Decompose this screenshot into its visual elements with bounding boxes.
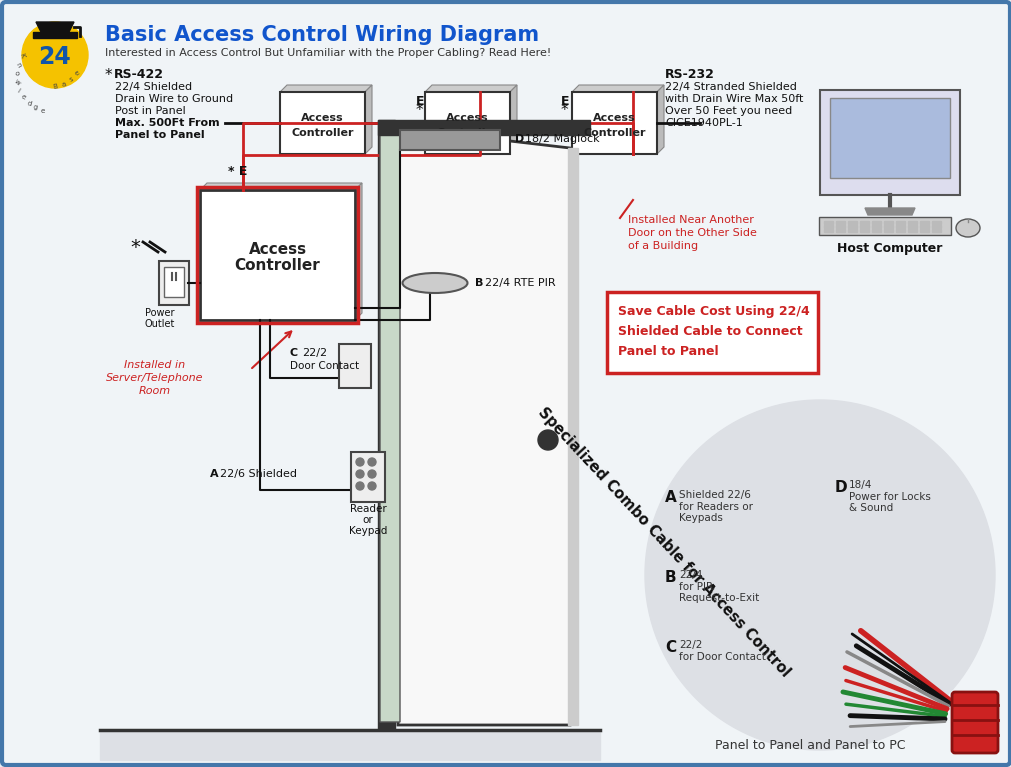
Polygon shape xyxy=(365,85,372,154)
Text: l: l xyxy=(16,88,21,94)
Text: Specialized Combo Cable for Access Control: Specialized Combo Cable for Access Contr… xyxy=(535,405,793,680)
Polygon shape xyxy=(871,229,881,232)
Text: Shielded 22/6
for Readers or
Keypads: Shielded 22/6 for Readers or Keypads xyxy=(678,490,752,523)
Polygon shape xyxy=(859,225,868,228)
FancyBboxPatch shape xyxy=(339,344,371,388)
FancyBboxPatch shape xyxy=(818,217,950,235)
Text: 18/4
Power for Locks
& Sound: 18/4 Power for Locks & Sound xyxy=(848,480,930,513)
FancyBboxPatch shape xyxy=(607,292,817,373)
Text: C: C xyxy=(290,348,298,358)
Polygon shape xyxy=(425,85,517,92)
Polygon shape xyxy=(859,229,868,232)
Polygon shape xyxy=(859,221,868,223)
Text: *: * xyxy=(105,68,117,83)
Text: A: A xyxy=(210,469,218,479)
FancyBboxPatch shape xyxy=(951,692,997,753)
Text: e: e xyxy=(41,108,45,114)
Polygon shape xyxy=(895,225,904,228)
Text: d: d xyxy=(26,100,31,107)
Text: 22/4 RTE PIR: 22/4 RTE PIR xyxy=(484,278,555,288)
Polygon shape xyxy=(931,225,940,228)
Text: Power: Power xyxy=(146,308,175,318)
Circle shape xyxy=(368,470,376,478)
Text: Access: Access xyxy=(446,113,488,123)
FancyBboxPatch shape xyxy=(819,90,959,195)
Text: B: B xyxy=(53,84,59,90)
Polygon shape xyxy=(823,225,832,228)
Circle shape xyxy=(356,470,364,478)
Text: Outlet: Outlet xyxy=(145,319,175,329)
Text: Access: Access xyxy=(248,242,306,258)
Text: B: B xyxy=(474,278,483,288)
Text: a: a xyxy=(61,81,67,88)
Polygon shape xyxy=(510,85,517,154)
Text: Installed Near Another: Installed Near Another xyxy=(628,215,753,225)
Polygon shape xyxy=(835,225,844,228)
Circle shape xyxy=(356,482,364,490)
Polygon shape xyxy=(567,148,577,725)
Polygon shape xyxy=(33,32,77,38)
FancyBboxPatch shape xyxy=(425,92,510,154)
Polygon shape xyxy=(823,229,832,232)
Polygon shape xyxy=(280,85,372,92)
Polygon shape xyxy=(871,225,881,228)
FancyBboxPatch shape xyxy=(280,92,365,154)
Text: 24: 24 xyxy=(38,45,72,69)
Polygon shape xyxy=(931,221,940,223)
Polygon shape xyxy=(895,221,904,223)
Text: Panel to Panel: Panel to Panel xyxy=(115,130,204,140)
Text: Controller: Controller xyxy=(291,128,354,138)
Text: E: E xyxy=(416,95,424,108)
Text: e: e xyxy=(20,94,26,101)
Circle shape xyxy=(368,482,376,490)
FancyBboxPatch shape xyxy=(829,98,949,178)
Polygon shape xyxy=(36,22,74,32)
Text: Host Computer: Host Computer xyxy=(836,242,942,255)
Text: Server/Telephone: Server/Telephone xyxy=(106,373,203,383)
Text: *: * xyxy=(129,239,140,258)
Ellipse shape xyxy=(402,273,467,293)
Text: Access: Access xyxy=(301,113,344,123)
FancyBboxPatch shape xyxy=(200,190,355,320)
Text: Keypad: Keypad xyxy=(349,526,387,536)
Text: Panel to Panel and Panel to PC: Panel to Panel and Panel to PC xyxy=(714,739,905,752)
Circle shape xyxy=(538,430,557,450)
Polygon shape xyxy=(355,183,362,320)
Polygon shape xyxy=(895,229,904,232)
Text: g: g xyxy=(33,104,38,111)
Text: Shielded Cable to Connect: Shielded Cable to Connect xyxy=(618,325,802,338)
Polygon shape xyxy=(835,229,844,232)
Polygon shape xyxy=(378,120,394,730)
Text: C: C xyxy=(664,640,675,655)
Text: Drain Wire to Ground: Drain Wire to Ground xyxy=(115,94,233,104)
Text: Max. 500Ft From: Max. 500Ft From xyxy=(115,118,219,128)
Polygon shape xyxy=(378,120,589,135)
Text: Door Contact: Door Contact xyxy=(290,361,359,371)
Text: Post in Panel: Post in Panel xyxy=(115,106,186,116)
Text: K: K xyxy=(18,53,25,59)
FancyBboxPatch shape xyxy=(571,92,656,154)
Polygon shape xyxy=(656,85,663,154)
Polygon shape xyxy=(847,221,856,223)
Polygon shape xyxy=(931,229,940,232)
Text: D: D xyxy=(834,480,847,495)
Text: * E: * E xyxy=(227,165,247,178)
Text: E: E xyxy=(560,95,569,108)
Text: of a Building: of a Building xyxy=(628,241,698,251)
Text: A: A xyxy=(664,490,676,505)
Polygon shape xyxy=(907,221,916,223)
Text: RS-422: RS-422 xyxy=(114,68,164,81)
Text: Installed in: Installed in xyxy=(124,360,185,370)
Polygon shape xyxy=(823,221,832,223)
Text: Save Cable Cost Using 22/4: Save Cable Cost Using 22/4 xyxy=(618,305,809,318)
Polygon shape xyxy=(884,229,892,232)
Text: o: o xyxy=(13,70,20,77)
Text: 22/4 Shielded: 22/4 Shielded xyxy=(115,82,192,92)
Text: Controller: Controller xyxy=(235,258,320,272)
Circle shape xyxy=(368,458,376,466)
Text: with Drain Wire Max 50ft: with Drain Wire Max 50ft xyxy=(664,94,803,104)
Text: Basic Access Control Wiring Diagram: Basic Access Control Wiring Diagram xyxy=(105,25,539,45)
Text: Room: Room xyxy=(139,386,171,396)
Text: Reader: Reader xyxy=(349,504,386,514)
